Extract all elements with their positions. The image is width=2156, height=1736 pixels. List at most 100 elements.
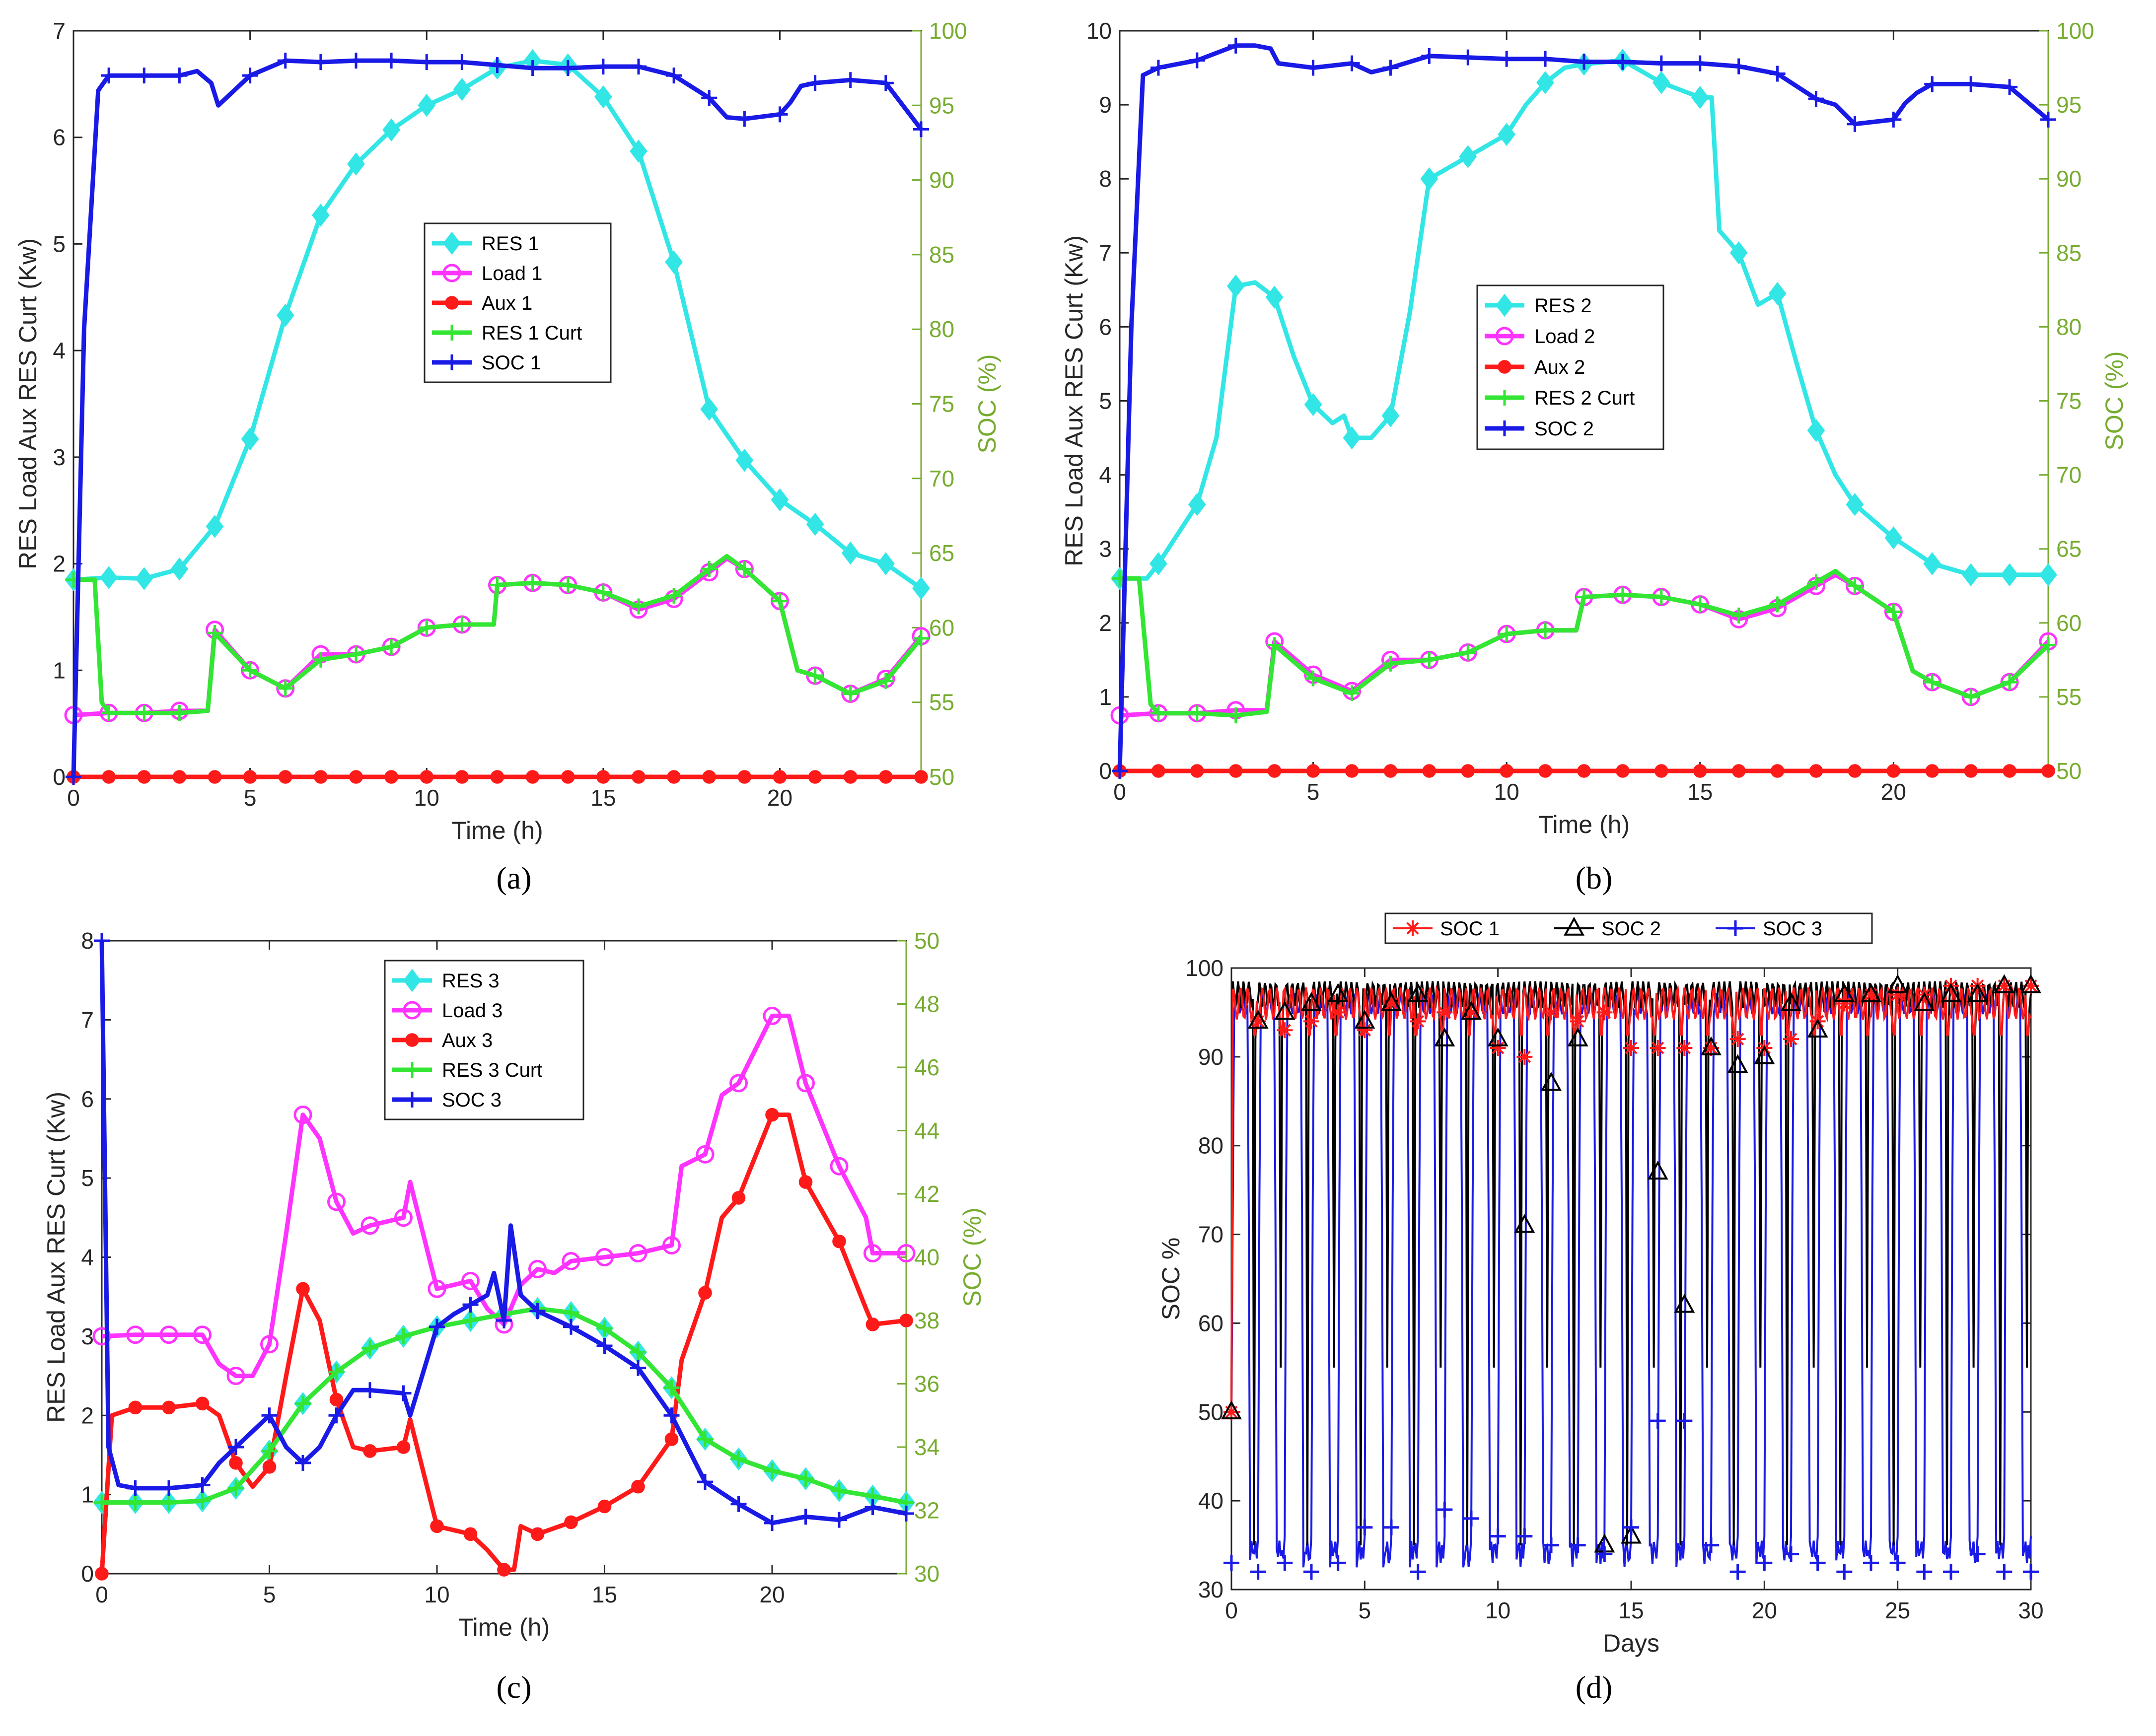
data-point: [763, 1006, 782, 1025]
data-point: [632, 770, 646, 784]
data-point: [1306, 764, 1320, 778]
legend-marker: [403, 969, 421, 992]
data-point: [1923, 552, 1941, 575]
y-tick-label: 80: [1198, 1133, 1223, 1159]
data-point: [2002, 79, 2018, 95]
series-line-1: [1120, 58, 2048, 581]
data-point: [1962, 563, 1980, 587]
data-point: [1576, 54, 1592, 70]
panel-label: (c): [496, 1669, 531, 1705]
data-point: [771, 488, 789, 512]
data-point: [348, 646, 364, 663]
legend-label: SOC 1: [1440, 918, 1500, 940]
data-point: [1889, 986, 1906, 1003]
x-axis-label: Time (h): [458, 1613, 550, 1641]
data-point: [1596, 1004, 1613, 1021]
data-point: [528, 1259, 547, 1278]
y2-tick-label: 30: [914, 1561, 939, 1587]
data-point: [194, 1493, 211, 1509]
y-tick-label: 90: [1198, 1044, 1223, 1070]
data-point: [1437, 1004, 1453, 1021]
data-point: [2001, 563, 2018, 587]
data-point: [1676, 1040, 1693, 1056]
y2-tick-label: 65: [929, 540, 954, 566]
y-axis-label: RES Load Aux RES Curt (Kw): [42, 1092, 70, 1423]
data-point: [1150, 552, 1167, 575]
data-point: [1407, 983, 1429, 1002]
data-point: [1410, 1564, 1426, 1580]
y2-tick-label: 50: [914, 928, 939, 954]
y-tick-label: 6: [53, 125, 66, 150]
data-point: [137, 770, 151, 784]
data-point: [260, 1335, 279, 1354]
data-point: [135, 567, 153, 590]
legend-label: SOC 3: [1763, 918, 1822, 940]
data-point: [395, 1328, 412, 1344]
data-point: [1422, 764, 1437, 778]
data-point: [1434, 1027, 1455, 1046]
series-line-1: [1230, 985, 2032, 1412]
data-point: [806, 512, 824, 536]
data-point: [2039, 563, 2057, 587]
data-point: [1420, 167, 1438, 191]
x-tick-label: 5: [244, 785, 257, 811]
data-point: [1151, 764, 1165, 778]
legend: RES 2 Load 2 Aux 2 RES 2 Curt SOC 2: [1476, 284, 1664, 450]
data-point: [161, 1480, 177, 1496]
data-point: [242, 68, 258, 84]
data-point: [295, 1395, 311, 1412]
data-point: [1596, 1546, 1613, 1562]
data-point: [1847, 116, 1863, 132]
x-tick-label: 15: [1687, 779, 1713, 805]
data-point: [1836, 995, 1853, 1012]
data-point: [842, 686, 859, 702]
y-tick-label: 70: [1198, 1222, 1223, 1248]
y2-tick-label: 55: [929, 690, 954, 715]
y-tick-label: 1: [53, 657, 66, 683]
data-point: [490, 770, 504, 784]
panel-label: (b): [1576, 860, 1613, 896]
data-point: [295, 1455, 311, 1471]
x-tick-label: 0: [1113, 779, 1126, 805]
data-point: [1223, 1555, 1239, 1571]
data-point: [1861, 983, 1881, 1002]
data-point: [430, 1519, 444, 1533]
data-point: [563, 1305, 579, 1321]
data-point: [395, 1385, 412, 1401]
data-point: [349, 770, 363, 784]
data-point: [1756, 1555, 1773, 1571]
data-point: [1490, 1040, 1506, 1056]
data-point: [1354, 1009, 1375, 1029]
x-tick-label: 10: [1485, 1597, 1510, 1623]
y-tick-label: 6: [81, 1086, 94, 1112]
data-point: [560, 577, 576, 593]
data-point: [1692, 55, 1708, 71]
y2-tick-label: 42: [914, 1181, 939, 1207]
x-tick-label: 20: [1881, 779, 1906, 805]
data-point: [1914, 992, 1935, 1011]
data-point: [807, 668, 823, 684]
data-point: [1490, 1528, 1506, 1544]
data-point: [362, 1382, 378, 1398]
data-point: [329, 1392, 344, 1407]
y-tick-label: 9: [1099, 92, 1112, 118]
data-point: [1498, 123, 1516, 146]
y-tick-label: 2: [53, 551, 66, 577]
x-tick-label: 5: [1307, 779, 1320, 805]
data-point: [1277, 1555, 1293, 1571]
data-point: [1266, 637, 1283, 653]
data-point: [1731, 764, 1746, 778]
data-point: [525, 770, 540, 784]
data-point: [1537, 622, 1554, 638]
data-point: [876, 552, 895, 575]
data-point: [1381, 404, 1400, 427]
data-point: [663, 1407, 680, 1424]
legend-label: Aux 3: [442, 1030, 493, 1051]
data-point: [700, 397, 719, 421]
data-point: [1863, 986, 1879, 1003]
data-point: [278, 770, 292, 784]
data-point: [1221, 1400, 1242, 1420]
data-point: [277, 53, 293, 69]
data-point: [697, 1431, 713, 1448]
data-point: [1274, 1001, 1295, 1020]
